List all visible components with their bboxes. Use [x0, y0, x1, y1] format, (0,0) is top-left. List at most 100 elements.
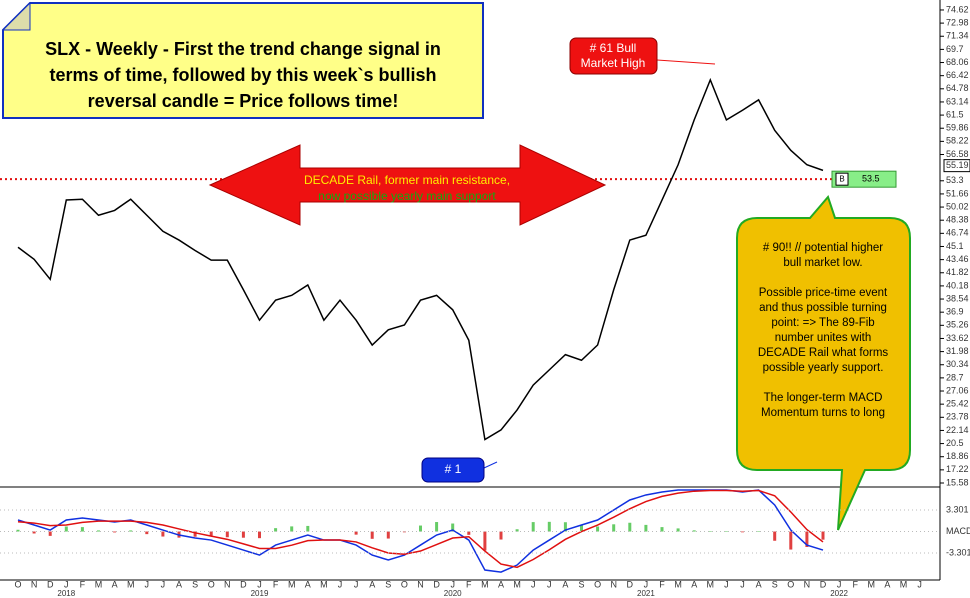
x-tick-label: D: [627, 579, 634, 589]
y-tick-label: 58.22: [946, 136, 969, 146]
x-tick-label: O: [594, 579, 601, 589]
x-tick-label: J: [917, 579, 922, 589]
y-tick-label: 71.34: [946, 31, 969, 41]
callout-line: and thus possible turning: [759, 302, 887, 314]
x-tick-label: A: [369, 579, 375, 589]
macd-tick-label: MACD: [946, 526, 970, 536]
callout-line: The longer-term MACD: [764, 392, 883, 404]
callout-line: point: => The 89-Fib: [771, 317, 874, 329]
low-box: [421, 457, 485, 483]
y-tick-label: 15.58: [946, 477, 969, 487]
y-tick-label: 22.14: [946, 425, 969, 435]
x-tick-label: D: [47, 579, 54, 589]
title: reversal candle = Price follows time!: [88, 91, 399, 111]
year-label: 2021: [637, 589, 655, 598]
y-tick-label: 45.1: [946, 241, 964, 251]
x-tick-label: A: [884, 579, 890, 589]
x-tick-label: O: [208, 579, 215, 589]
low-pointer: [483, 461, 498, 469]
price-line: [17, 77, 824, 441]
callout-line: number unites with: [775, 332, 872, 344]
y-tick-label: 33.62: [946, 333, 969, 343]
y-tick-label: 50.02: [946, 201, 969, 211]
callout-text: # 90!! // potential higher bull market lo…: [758, 242, 889, 419]
x-tick-label: J: [64, 579, 69, 589]
rail-arrow: [208, 144, 607, 226]
x-tick-label: N: [804, 579, 811, 589]
x-tick-label: J: [547, 579, 552, 589]
x-tick-label: S: [192, 579, 198, 589]
x-tick-label: A: [112, 579, 118, 589]
y-tick-label: 43.46: [946, 254, 969, 264]
rail-value-label: 53.5: [862, 174, 880, 184]
x-tick-label: N: [224, 579, 231, 589]
y-tick-label: 41.82: [946, 267, 969, 277]
x-tick-label: N: [610, 579, 617, 589]
callout-line: # 90!! // potential higher: [763, 242, 883, 254]
x-tick-label: N: [31, 579, 38, 589]
x-tick-label: M: [288, 579, 296, 589]
x-tick-label: J: [450, 579, 455, 589]
rail-tag-b: [835, 172, 849, 186]
y-tick-label: 35.26: [946, 320, 969, 330]
y-tick-label: 30.34: [946, 359, 969, 369]
x-tick-label: M: [900, 579, 908, 589]
x-tick-label: D: [240, 579, 247, 589]
x-tick-label: M: [95, 579, 103, 589]
x-tick-label: D: [433, 579, 440, 589]
callout-line: DECADE Rail what forms: [758, 347, 889, 359]
x-tick-label: N: [417, 579, 424, 589]
callout-line: Momentum turns to long: [761, 407, 885, 419]
y-tick-label: 38.54: [946, 293, 969, 303]
y-tick-label: 51.66: [946, 188, 969, 198]
x-tick-label: J: [740, 579, 745, 589]
y-tick-label: 17.22: [946, 464, 969, 474]
x-tick-label: S: [772, 579, 778, 589]
x-tick-label: F: [466, 579, 472, 589]
x-tick-label: J: [161, 579, 166, 589]
x-tick-label: J: [145, 579, 150, 589]
y-tick-label: 23.78: [946, 412, 969, 422]
x-tick-label: A: [562, 579, 568, 589]
x-tick-label: J: [338, 579, 343, 589]
macd-line: [17, 489, 824, 573]
x-tick-label: J: [837, 579, 842, 589]
x-tick-label: A: [305, 579, 311, 589]
rail-tag: B: [839, 174, 844, 183]
last-price-tag: [943, 159, 970, 173]
x-tick-label: F: [659, 579, 665, 589]
x-tick-label: F: [80, 579, 86, 589]
x-tick-label: M: [513, 579, 521, 589]
y-tick-label: 74.62: [946, 4, 969, 14]
macd-tick-label: 3.301: [946, 504, 969, 514]
rail-label: DECADE Rail, former main resistance,: [304, 173, 510, 187]
x-tick-label: A: [691, 579, 697, 589]
x-tick-label: M: [481, 579, 489, 589]
x-tick-label: D: [820, 579, 827, 589]
callout-line: possible yearly support.: [763, 362, 884, 374]
x-tick-label: J: [724, 579, 729, 589]
macd-tick-label: -3.301: [946, 547, 970, 557]
y-tick-label: 40.18: [946, 280, 969, 290]
x-tick-label: F: [273, 579, 279, 589]
high-box: [569, 37, 658, 75]
x-tick-label: M: [868, 579, 876, 589]
x-tick-label: A: [498, 579, 504, 589]
x-tick-label: S: [578, 579, 584, 589]
y-tick-label: 20.5: [946, 438, 964, 448]
x-tick-label: A: [176, 579, 182, 589]
y-tick-label: 31.98: [946, 346, 969, 356]
x-tick-label: J: [354, 579, 359, 589]
y-tick-label: 66.42: [946, 70, 969, 80]
year-label: 2022: [830, 589, 848, 598]
x-tick-label: M: [707, 579, 715, 589]
x-tick-label: M: [127, 579, 135, 589]
x-tick-label: M: [674, 579, 682, 589]
high-pointer: [656, 59, 716, 65]
macd-line: [17, 489, 824, 569]
y-tick-label: 46.74: [946, 228, 969, 238]
high-label: Market High: [581, 56, 646, 70]
x-tick-label: S: [385, 579, 391, 589]
y-tick-label: 64.78: [946, 83, 969, 93]
